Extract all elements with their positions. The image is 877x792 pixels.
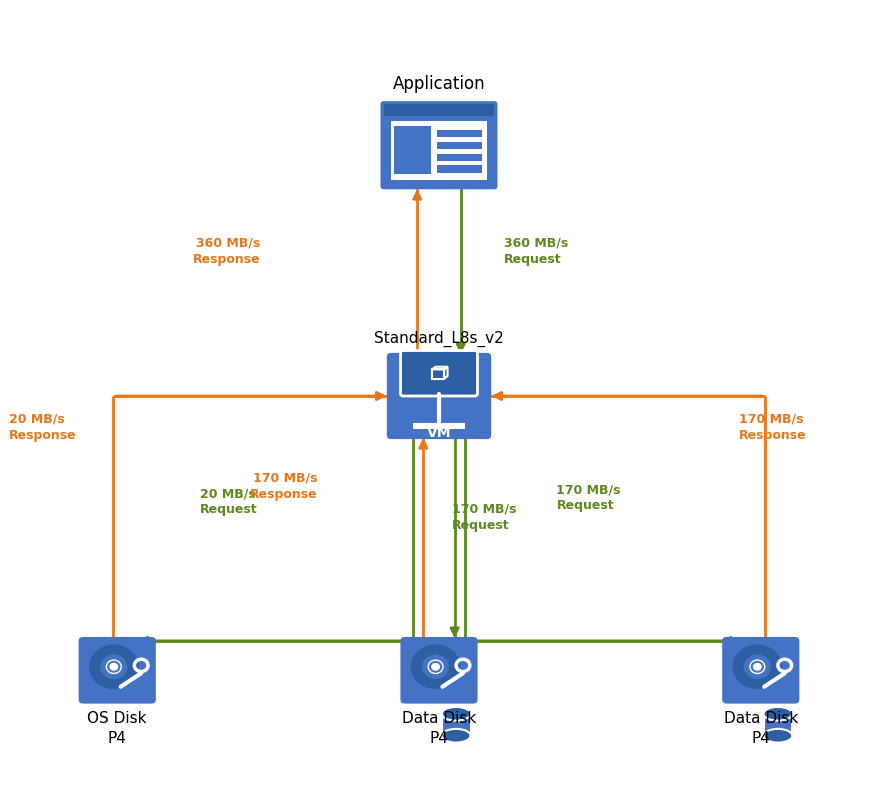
Bar — [412, 424, 465, 429]
Circle shape — [431, 663, 439, 671]
FancyBboxPatch shape — [400, 637, 477, 703]
Bar — [437, 166, 481, 173]
Text: 170 MB/s
Response: 170 MB/s Response — [249, 471, 317, 501]
Bar — [437, 142, 481, 149]
Bar — [431, 369, 444, 379]
Ellipse shape — [763, 729, 791, 743]
Bar — [441, 714, 470, 736]
Circle shape — [743, 654, 770, 679]
Text: Data Disk
P4: Data Disk P4 — [402, 711, 475, 746]
Text: Application: Application — [392, 74, 485, 93]
Text: 20 MB/s
Response: 20 MB/s Response — [9, 413, 76, 442]
Ellipse shape — [441, 729, 470, 743]
FancyBboxPatch shape — [387, 353, 490, 439]
Bar — [437, 154, 481, 161]
Circle shape — [89, 645, 139, 689]
Text: Standard_L8s_v2: Standard_L8s_v2 — [374, 331, 503, 348]
FancyBboxPatch shape — [79, 637, 155, 703]
Ellipse shape — [441, 707, 470, 721]
Ellipse shape — [763, 707, 791, 721]
Bar — [437, 130, 481, 137]
Bar — [383, 105, 494, 116]
Circle shape — [422, 654, 449, 679]
Text: VM: VM — [426, 426, 451, 440]
Text: 170 MB/s
Response: 170 MB/s Response — [738, 413, 806, 442]
Circle shape — [410, 645, 460, 689]
Text: 20 MB/s
Request: 20 MB/s Request — [200, 487, 257, 516]
Text: 170 MB/s
Request: 170 MB/s Request — [556, 483, 620, 512]
FancyBboxPatch shape — [400, 351, 477, 396]
Text: 170 MB/s
Request: 170 MB/s Request — [452, 503, 516, 532]
FancyBboxPatch shape — [380, 101, 497, 189]
Circle shape — [752, 663, 761, 671]
Circle shape — [100, 654, 127, 679]
FancyBboxPatch shape — [722, 637, 798, 703]
Bar — [394, 126, 431, 174]
Text: 360 MB/s
Request: 360 MB/s Request — [503, 237, 567, 265]
Bar — [763, 714, 791, 736]
Text: 360 MB/s
Response: 360 MB/s Response — [193, 237, 260, 265]
Text: OS Disk
P4: OS Disk P4 — [88, 711, 146, 746]
Text: Data Disk
P4: Data Disk P4 — [723, 711, 797, 746]
Circle shape — [731, 645, 781, 689]
Circle shape — [110, 663, 118, 671]
Bar — [390, 120, 487, 180]
